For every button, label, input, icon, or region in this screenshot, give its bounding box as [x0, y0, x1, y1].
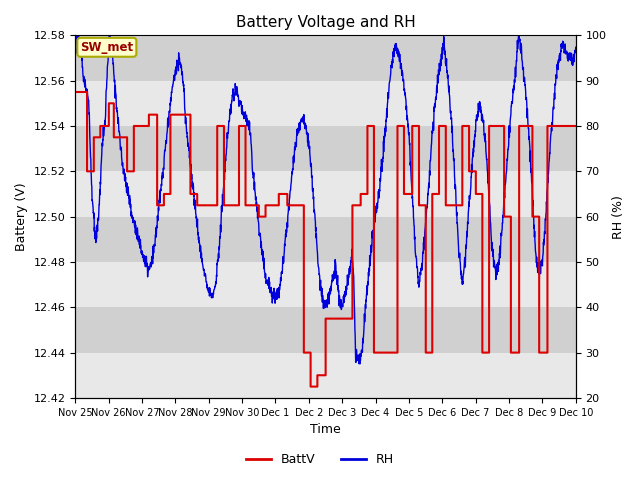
Bar: [76, 81, 576, 126]
Y-axis label: Battery (V): Battery (V): [15, 182, 28, 251]
X-axis label: Time: Time: [310, 423, 341, 436]
Bar: [76, 171, 576, 216]
Bar: [76, 307, 576, 353]
Bar: [76, 353, 576, 398]
Legend: BattV, RH: BattV, RH: [241, 448, 399, 471]
Bar: [76, 126, 576, 171]
Bar: [76, 216, 576, 262]
Text: SW_met: SW_met: [80, 41, 133, 54]
Bar: [76, 262, 576, 307]
Bar: [76, 36, 576, 81]
Title: Battery Voltage and RH: Battery Voltage and RH: [236, 15, 415, 30]
Y-axis label: RH (%): RH (%): [612, 195, 625, 239]
